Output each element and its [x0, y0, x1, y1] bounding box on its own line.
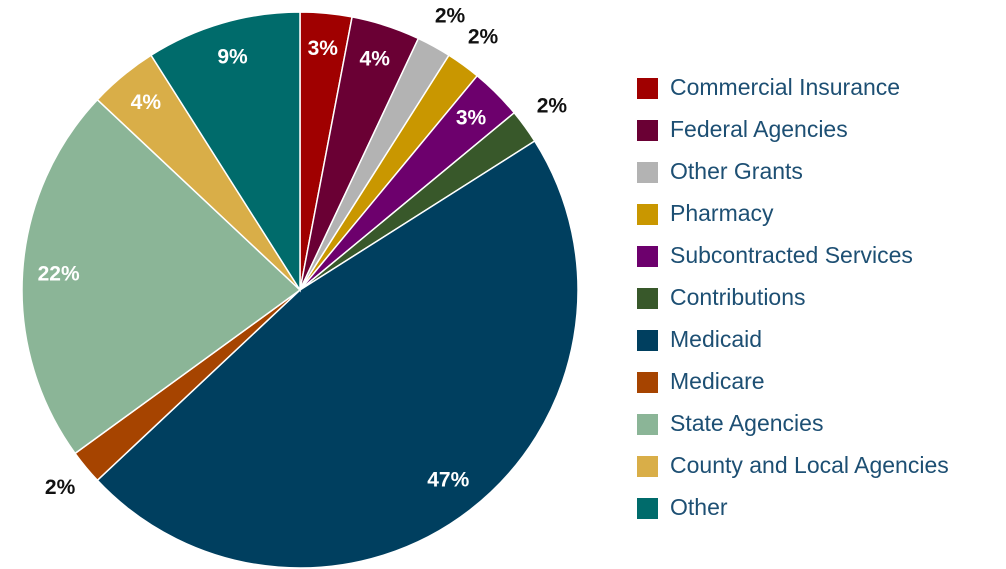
data-label: 2% [45, 476, 76, 499]
legend-label: Other Grants [670, 158, 803, 184]
legend-swatch [637, 372, 658, 393]
legend-label: Commercial Insurance [670, 74, 900, 100]
legend-swatch [637, 498, 658, 519]
legend: Commercial Insurance Federal Agencies Othe… [637, 74, 949, 520]
legend-swatch [637, 288, 658, 309]
data-label: 3% [308, 37, 339, 60]
legend-label: State Agencies [670, 410, 823, 436]
legend-label: Pharmacy [670, 200, 774, 226]
pie-slice [96, 140, 579, 569]
data-label: 22% [38, 262, 80, 285]
data-label: 4% [360, 48, 391, 71]
data-label: 47% [427, 469, 469, 492]
data-label: 2% [468, 26, 499, 49]
data-label: 2% [435, 5, 466, 28]
legend-label: Medicare [670, 368, 765, 394]
legend-swatch [637, 120, 658, 141]
legend-label: Federal Agencies [670, 116, 848, 142]
pie-slice [21, 98, 302, 455]
legend-swatch [637, 162, 658, 183]
legend-label: Medicaid [670, 326, 762, 352]
legend-label: Contributions [670, 284, 806, 310]
legend-swatch [637, 204, 658, 225]
pie-slice [150, 11, 301, 293]
pie [21, 11, 579, 569]
legend-swatch [637, 78, 658, 99]
legend-swatch [637, 330, 658, 351]
legend-label: County and Local Agencies [670, 452, 949, 478]
legend-label: Subcontracted Services [670, 242, 913, 268]
data-label: 3% [456, 107, 487, 130]
legend-swatch [637, 456, 658, 477]
legend-swatch [637, 246, 658, 267]
legend-label: Other [670, 494, 728, 520]
data-label: 2% [537, 95, 568, 118]
labels: 3% 4%2%2%3%2%47%2%22%4%9% [38, 5, 568, 499]
legend-swatch [637, 414, 658, 435]
data-label: 9% [217, 45, 248, 68]
data-label: 4% [131, 91, 162, 114]
